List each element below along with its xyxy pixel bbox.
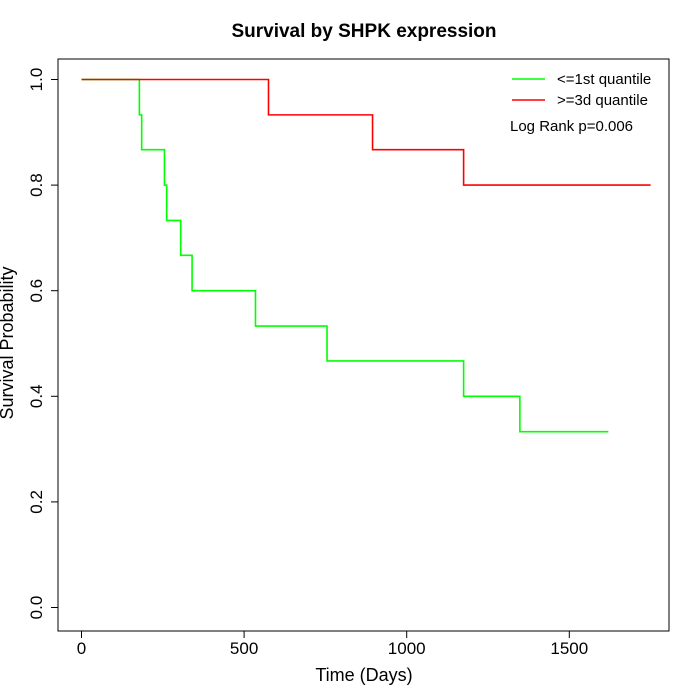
y-tick-label: 1.0 [27,68,46,92]
x-tick-label: 500 [230,639,258,658]
legend-label: >=3d quantile [557,92,648,109]
y-axis: 0.0 0.2 0.4 0.6 0.8 1.0 [27,68,59,620]
series-line-0 [81,78,609,433]
legend-label: <=1st quantile [557,71,651,88]
x-tick-label: 1000 [388,639,426,658]
series-lines [81,78,651,433]
y-axis-label: Survival Probability [0,266,17,419]
x-tick-label: 0 [77,639,86,658]
x-axis-label: Time (Days) [315,665,412,685]
y-tick-label: 0.6 [27,279,46,303]
y-tick-label: 0.4 [27,384,46,408]
chart-title: Survival by SHPK expression [231,21,496,42]
plot-frame [57,58,670,632]
y-tick-label: 0.8 [27,173,46,197]
legend: <=1st quantile >=3d quantile [512,71,651,109]
y-tick-label: 0.0 [27,596,46,620]
x-axis: 0 500 1000 1500 [77,630,588,658]
x-tick-label: 1500 [550,639,588,658]
series-line-1 [81,78,651,186]
log-rank-annotation: Log Rank p=0.006 [510,118,633,135]
y-tick-label: 0.2 [27,490,46,514]
